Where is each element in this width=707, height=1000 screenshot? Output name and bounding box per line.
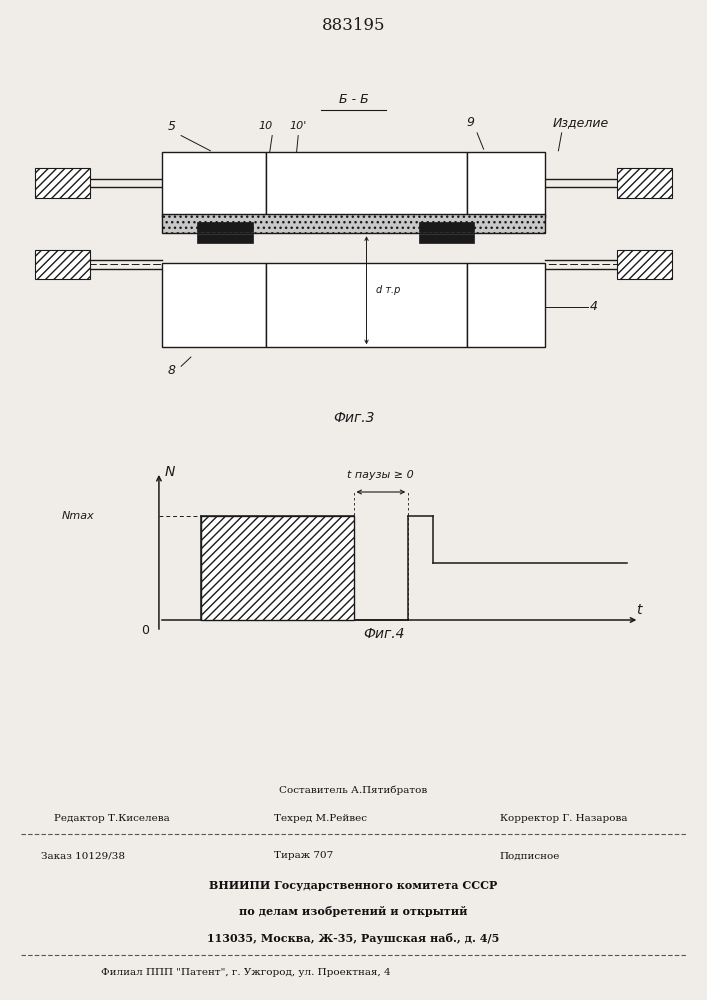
Text: 5: 5 [168, 120, 175, 133]
Text: 113035, Москва, Ж-35, Раушская наб., д. 4/5: 113035, Москва, Ж-35, Раушская наб., д. … [207, 933, 500, 944]
Text: d т.р: d т.р [376, 285, 401, 295]
Text: по делам изобретений и открытий: по делам изобретений и открытий [239, 906, 468, 917]
Text: 8: 8 [168, 364, 175, 377]
Bar [617, 250, 672, 279]
Text: Фиг.3: Фиг.3 [333, 411, 374, 425]
Text: d н.р: d н.р [376, 219, 402, 229]
Text: t: t [636, 603, 642, 617]
Text: 10: 10 [259, 121, 273, 131]
Text: Филиал ППП "Патент", г. Ужгород, ул. Проектная, 4: Филиал ППП "Патент", г. Ужгород, ул. Про… [101, 968, 390, 977]
Text: Редактор Т.Киселева: Редактор Т.Киселева [54, 814, 170, 823]
Bar [162, 263, 266, 347]
Bar [266, 263, 467, 347]
Bar [617, 168, 672, 198]
Text: 10': 10' [290, 121, 307, 131]
Bar [467, 263, 545, 347]
Bar [419, 222, 474, 232]
Text: Подписное: Подписное [500, 851, 560, 860]
Bar [419, 234, 474, 243]
Text: Тираж 707: Тираж 707 [274, 851, 333, 860]
Text: 0: 0 [141, 624, 148, 637]
Bar [162, 214, 545, 233]
Text: 883195: 883195 [322, 16, 385, 33]
Bar [266, 152, 467, 217]
Bar [162, 152, 266, 217]
Text: N: N [165, 465, 175, 479]
Text: Заказ 10129/38: Заказ 10129/38 [41, 851, 125, 860]
Text: 4: 4 [590, 300, 598, 313]
Text: 9: 9 [467, 116, 474, 129]
Text: Фиг.4: Фиг.4 [363, 627, 404, 641]
Text: Корректор Г. Назарова: Корректор Г. Назарова [500, 814, 627, 823]
Bar [467, 152, 545, 217]
Text: Б - Б: Б - Б [339, 93, 368, 106]
Text: Составитель А.Пятибратов: Составитель А.Пятибратов [279, 785, 428, 795]
Text: Техред М.Рейвес: Техред М.Рейвес [274, 814, 367, 823]
Text: t паузы ≥ 0: t паузы ≥ 0 [347, 470, 414, 480]
Text: ВНИИПИ Государственного комитета СССР: ВНИИПИ Государственного комитета СССР [209, 880, 498, 891]
Bar [35, 168, 90, 198]
Bar [197, 222, 252, 232]
Bar [197, 234, 252, 243]
Polygon shape [201, 516, 354, 620]
Text: Изделие: Изделие [553, 116, 609, 129]
Bar [35, 250, 90, 279]
Text: Nmax: Nmax [62, 511, 95, 521]
